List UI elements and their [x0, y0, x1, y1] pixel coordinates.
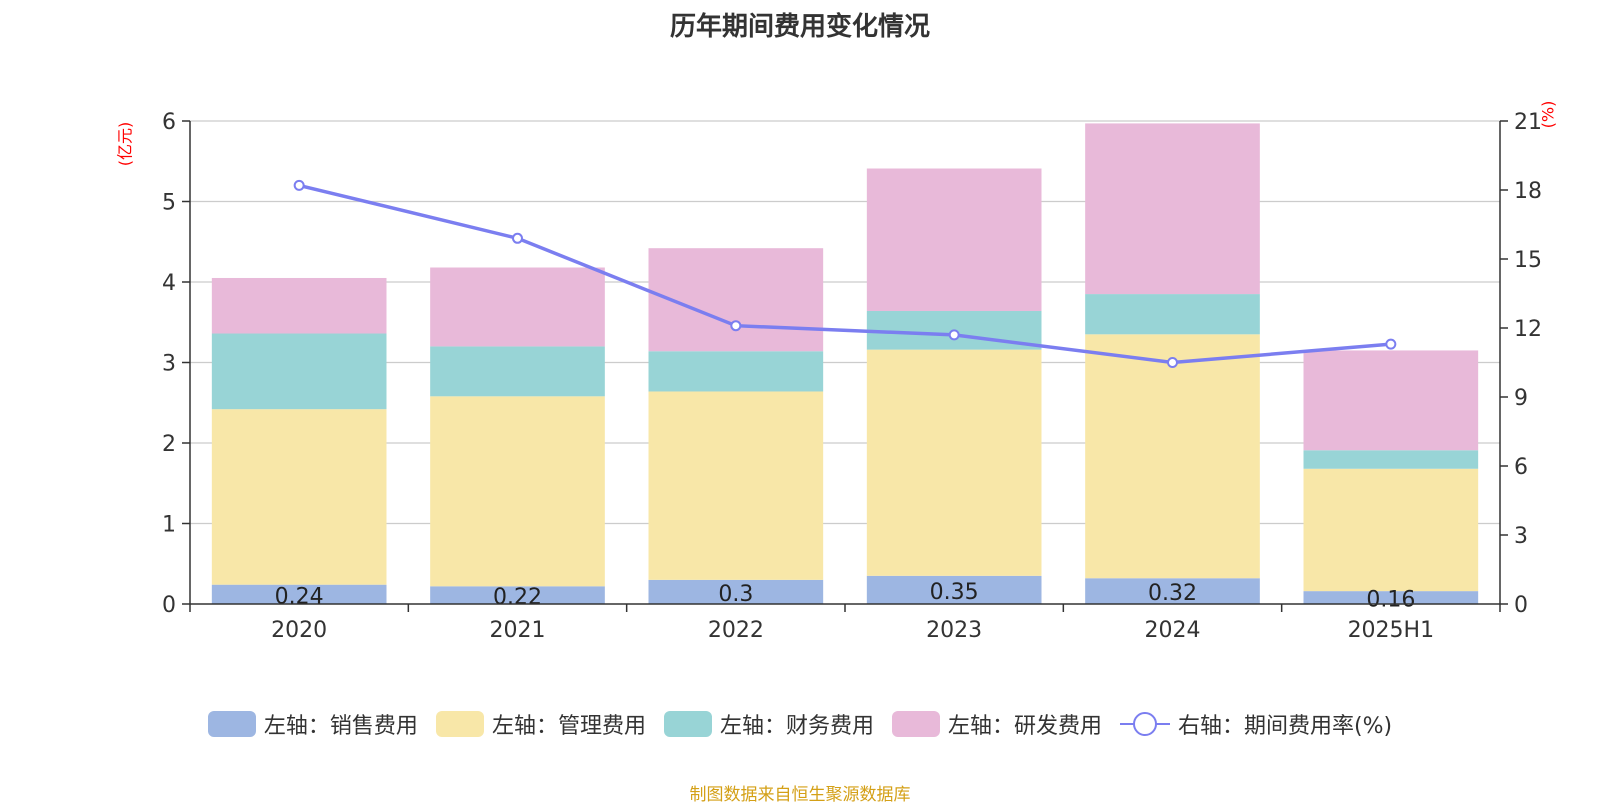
- sales-expense-bar: [1085, 578, 1260, 604]
- rd-expense-bar: [1085, 123, 1260, 295]
- admin-expense-bar: [1303, 468, 1479, 592]
- sales-expense-bar: [211, 584, 387, 604]
- admin-expense-bar: [1085, 334, 1260, 579]
- expense-rate-point: [948, 329, 960, 341]
- finance-expense-bar: [1085, 294, 1260, 335]
- legend-label: 左轴：财务费用: [719, 714, 874, 739]
- finance-expense-bar: [648, 351, 824, 392]
- right-axis-tick-label: 9: [1514, 386, 1528, 411]
- x-axis-category-label: 2021: [490, 618, 546, 643]
- right-axis-tick-label: 0: [1514, 593, 1528, 618]
- rd-expense-bar: [211, 277, 387, 334]
- expense-rate-point: [730, 320, 742, 332]
- legend-finance-expense[interactable]: 左轴：财务费用: [663, 708, 874, 740]
- left-axis-tick-label: 3: [162, 352, 176, 377]
- right-axis-tick-label: 15: [1514, 248, 1542, 273]
- rd-expense-bar: [648, 248, 824, 352]
- finance-expense-bar: [1303, 450, 1479, 469]
- x-axis-category-label: 2025H1: [1348, 618, 1435, 643]
- left-axis-tick-label: 4: [162, 271, 176, 296]
- legend-color-swatch: [207, 711, 256, 737]
- right-axis-tick-label: 3: [1514, 524, 1528, 549]
- expense-rate-point: [1167, 357, 1178, 368]
- legend-color-swatch: [663, 711, 712, 737]
- admin-expense-bar: [211, 409, 387, 585]
- x-axis-category-label: 2020: [271, 618, 327, 643]
- expense-rate-point: [293, 179, 305, 191]
- legend-sales-expense[interactable]: 左轴：销售费用: [207, 708, 418, 740]
- left-axis-tick-label: 0: [162, 593, 176, 618]
- expense-rate-line: [298, 183, 1391, 365]
- legend-label: 左轴：管理费用: [491, 714, 646, 739]
- left-axis-tick-label: 5: [162, 191, 176, 216]
- sales-expense-bar: [648, 579, 824, 604]
- right-axis-tick-label: 12: [1514, 317, 1542, 342]
- x-axis-category-label: 2022: [708, 618, 764, 643]
- admin-expense-bar: [648, 391, 824, 580]
- x-axis-category-label: 2024: [1145, 618, 1201, 643]
- legend-admin-expense[interactable]: 左轴：管理费用: [435, 708, 646, 740]
- expense-rate-point: [512, 232, 523, 244]
- rd-expense-bar: [1303, 350, 1479, 451]
- legend-color-swatch: [435, 711, 484, 737]
- chart-legend: 左轴：销售费用 左轴：管理费用 左轴：财务费用 左轴：研发费用 右轴：期间费用率(%): [0, 708, 1600, 740]
- sales-expense-data-label: 0.35: [930, 580, 979, 605]
- sales-expense-data-label: 0.16: [1366, 588, 1415, 613]
- sales-expense-data-label: 0.3: [718, 582, 753, 607]
- admin-expense-bar: [430, 396, 605, 587]
- sales-expense-bar: [866, 575, 1042, 604]
- rd-expense-bar: [430, 267, 605, 347]
- legend-label: 左轴：销售费用: [263, 714, 418, 739]
- right-axis-tick-label: 21: [1514, 110, 1542, 135]
- legend-rd-expense[interactable]: 左轴：研发费用: [891, 708, 1102, 740]
- rd-expense-bar: [866, 168, 1042, 311]
- legend-label: 左轴：研发费用: [947, 714, 1102, 739]
- legend-color-swatch: [891, 711, 940, 737]
- finance-expense-bar: [430, 346, 605, 397]
- legend-label: 右轴：期间费用率(%): [1177, 714, 1393, 739]
- data-source-note: 制图数据来自恒生聚源数据库: [689, 785, 911, 805]
- left-axis-tick-label: 1: [162, 513, 176, 538]
- left-axis-tick-label: 2: [162, 432, 176, 457]
- right-axis-tick-label: 18: [1514, 179, 1542, 204]
- x-axis-category-label: 2023: [926, 618, 982, 643]
- sales-expense-data-label: 0.22: [493, 585, 542, 610]
- right-axis-tick-label: 6: [1514, 455, 1528, 480]
- finance-expense-bar: [211, 333, 387, 410]
- sales-expense-bar: [1303, 591, 1479, 604]
- expense-rate-point: [1385, 338, 1397, 350]
- sales-expense-data-label: 0.32: [1148, 581, 1197, 606]
- legend-line-marker-icon: [1119, 711, 1170, 737]
- admin-expense-bar: [866, 349, 1042, 576]
- left-axis-tick-label: 6: [162, 110, 176, 135]
- chart-title: 历年期间费用变化情况: [669, 12, 930, 42]
- legend-expense-rate[interactable]: 右轴：期间费用率(%): [1119, 708, 1393, 740]
- sales-expense-data-label: 0.24: [275, 584, 324, 609]
- sales-expense-bar: [430, 586, 605, 604]
